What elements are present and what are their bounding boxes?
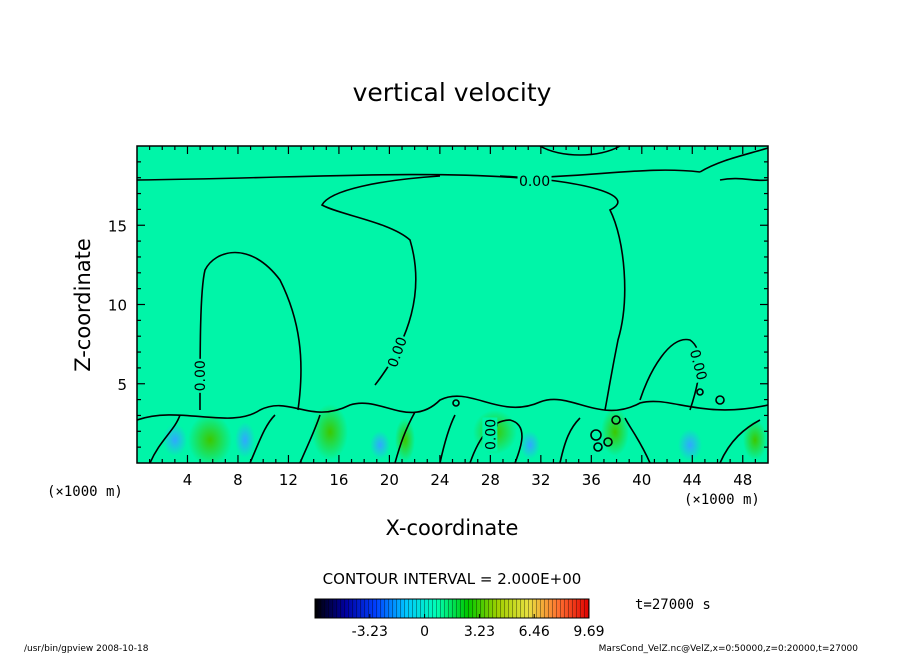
x-tick-label: 4 (183, 471, 193, 489)
contour-label: 0.00 (193, 360, 209, 391)
contour-label-bg (383, 333, 410, 371)
contour-label-group: 0.00 (192, 358, 209, 393)
y-axis-label: Z-coordinate (71, 238, 95, 372)
x-tick-label: 12 (279, 471, 298, 489)
footer-right: MarsCond_VelZ.nc@VelZ,x=0:50000,z=0:2000… (599, 644, 859, 654)
colorbar-ticks: -3.23 0 3.23 6.46 9.69 (352, 614, 605, 640)
x-tick-label: 48 (733, 471, 752, 489)
contour-label-bg (687, 346, 711, 383)
contour-label-bg (192, 358, 208, 393)
contour-label-group: 0.00 (517, 172, 552, 190)
colorbar-tick-label: -3.23 (352, 624, 388, 640)
x-axis: 4 8 12 16 20 24 28 32 36 40 44 48 (149, 146, 756, 489)
colorbar: -3.23 0 3.23 6.46 9.69 (314, 598, 605, 640)
x-tick-label: 20 (380, 471, 399, 489)
colorbar-stripes (315, 599, 589, 618)
x-axis-label: X-coordinate (386, 516, 519, 540)
x-tick-label: 44 (683, 471, 702, 489)
contour-interval: CONTOUR INTERVAL = 2.000E+00 (323, 570, 582, 588)
contour-label-layer: 0.000.000.000.000.00 (192, 172, 711, 452)
colorbar-tick-label: 0 (420, 624, 429, 640)
time-label: t=27000 s (635, 597, 711, 613)
contour-label-bg (517, 172, 552, 188)
colorbar-tick-label: 9.69 (573, 624, 604, 640)
chart-title: vertical velocity (353, 78, 552, 107)
colorbar-tick-label: 6.46 (519, 624, 550, 640)
y-tick-label: 5 (117, 376, 127, 394)
x-tick-label: 32 (531, 471, 550, 489)
x-tick-label: 16 (329, 471, 348, 489)
contour-label-group: 0.00 (686, 346, 711, 383)
y-tick-label: 15 (108, 217, 127, 235)
field-background (137, 146, 768, 463)
contour-label-bg (482, 417, 498, 452)
colorbar-tick-label: 3.23 (464, 624, 495, 640)
x-unit-right: (×1000 m) (684, 492, 760, 508)
contour-label: 0.00 (686, 348, 710, 382)
x-tick-label: 36 (582, 471, 601, 489)
x-tick-label: 28 (481, 471, 500, 489)
y-tick-label: 10 (108, 297, 127, 315)
plot-area: 0.000.000.000.000.00 (137, 146, 768, 463)
x-unit-left: (×1000 m) (47, 484, 123, 500)
footer-left: /usr/bin/gpview 2008-10-18 (24, 644, 149, 654)
x-tick-label: 8 (233, 471, 243, 489)
contour-label: 0.00 (519, 174, 550, 190)
x-tick-label: 24 (430, 471, 449, 489)
x-tick-label: 40 (632, 471, 651, 489)
contour-label-group: 0.00 (482, 417, 499, 452)
contour-label: 0.00 (483, 419, 499, 450)
colorbar-frame (314, 598, 590, 619)
y-axis: 5 10 15 (108, 161, 768, 448)
